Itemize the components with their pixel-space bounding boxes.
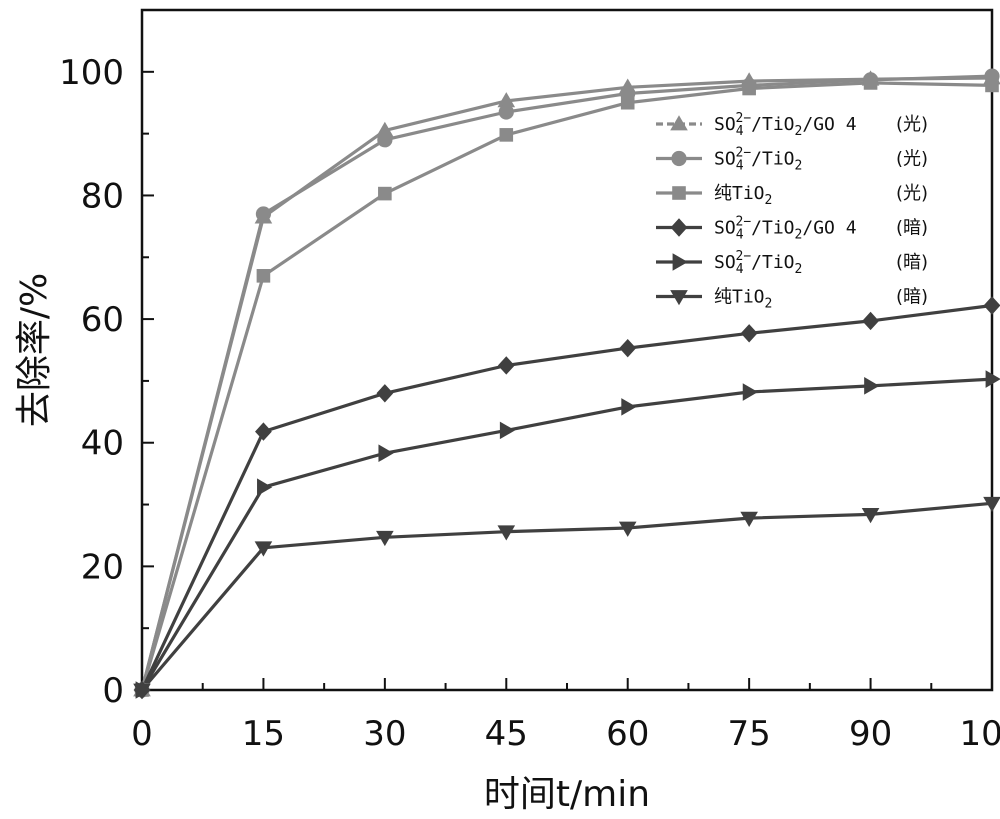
y-tick-label: 80 [81,176,124,216]
legend-marker [670,115,688,131]
series-markers [133,68,1000,700]
legend-label: SO42−/TiO2/GO 4 [714,111,857,139]
legend-label: SO42−/TiO2 [714,249,802,277]
plot-frame [140,8,994,692]
x-axis-title: 时间t/min [484,774,650,815]
series-lines [140,74,993,692]
legend-condition: (暗) [896,252,928,273]
legend-marker [672,186,686,200]
data-point [740,324,758,343]
data-point [620,95,635,110]
data-point [498,104,514,120]
y-tick-label: 40 [81,424,124,464]
data-point [740,511,758,527]
data-point [254,541,273,557]
data-point [742,383,758,401]
data-point [862,311,879,331]
data-point [255,206,272,222]
legend-condition: (光) [896,183,928,204]
legend-label: 纯TiO2 [714,287,772,312]
data-point [499,421,516,440]
y-axis-title: 去除率/% [14,273,55,427]
x-tick-label: 30 [363,714,406,754]
data-point [497,356,515,375]
x-tick-label: 60 [606,714,649,754]
x-tick-label: 105 [960,714,1000,754]
legend-label: SO42−/TiO2/GO 4 [714,215,857,243]
x-tick-label: 45 [485,714,528,754]
x-tick-label: 15 [242,714,285,754]
y-tick-label: 60 [81,300,124,340]
legend-label: 纯TiO2 [714,183,772,208]
data-point [619,338,637,358]
x-tick-label: 90 [849,714,892,754]
data-point [985,370,1000,388]
legend-marker [670,218,688,237]
legend-entry: SO42−/TiO2/GO 4 (暗) [656,215,928,243]
data-point [378,444,394,463]
data-point [256,269,271,283]
legend-entry: 纯TiO2 (光) [656,183,928,208]
legend-marker [672,253,688,271]
series-line-5 [140,377,993,691]
x-tick-labels: 0 15 30 45 60 75 90 105 [131,714,1000,754]
data-point [497,525,516,541]
x-tick-label: 0 [131,714,153,754]
data-point [742,81,756,96]
x-tick-label: 75 [728,714,771,754]
legend-entry: SO42−/TiO2 (光) [656,146,928,174]
legend-entry: SO42−/TiO2 (暗) [656,249,928,277]
data-point [985,78,999,93]
data-point [861,508,880,524]
series-line-4 [140,303,993,691]
y-tick-label: 100 [59,53,124,93]
legend-entry: SO42−/TiO2/GO 4 (光) [656,111,928,139]
data-point [497,92,516,108]
data-point [255,422,272,441]
data-point [378,186,392,201]
legend-label: SO42−/TiO2 [714,146,802,174]
series-line-2 [140,74,993,691]
series-line-3 [140,81,993,691]
legend-entry: 纯TiO2 (暗) [656,287,928,312]
data-point [621,398,637,416]
data-point [983,496,1000,513]
y-tick-labels: 0 20 40 60 80 100 [59,53,124,711]
data-point [864,377,880,395]
legend-condition: (暗) [896,287,928,308]
y-tick-label: 0 [102,671,124,711]
data-point [863,76,878,90]
data-point [618,521,637,537]
data-point [376,530,394,547]
legend-condition: (暗) [896,218,928,239]
data-point [376,121,394,137]
legend-condition: (光) [896,114,928,135]
y-tick-label: 20 [81,547,124,587]
data-point [257,478,273,497]
data-point [499,128,514,142]
series-line-6 [140,501,993,692]
data-point [377,132,393,148]
data-point [983,296,1000,315]
axis-ticks [141,9,993,691]
legend-condition: (光) [896,149,928,170]
legend-marker [670,290,688,306]
legend: SO42−/TiO2/GO 4 (光)SO42−/TiO2 (光)纯TiO2 (光)S… [656,111,928,312]
data-point [133,683,151,699]
legend-marker [671,150,687,167]
data-point [376,384,394,403]
